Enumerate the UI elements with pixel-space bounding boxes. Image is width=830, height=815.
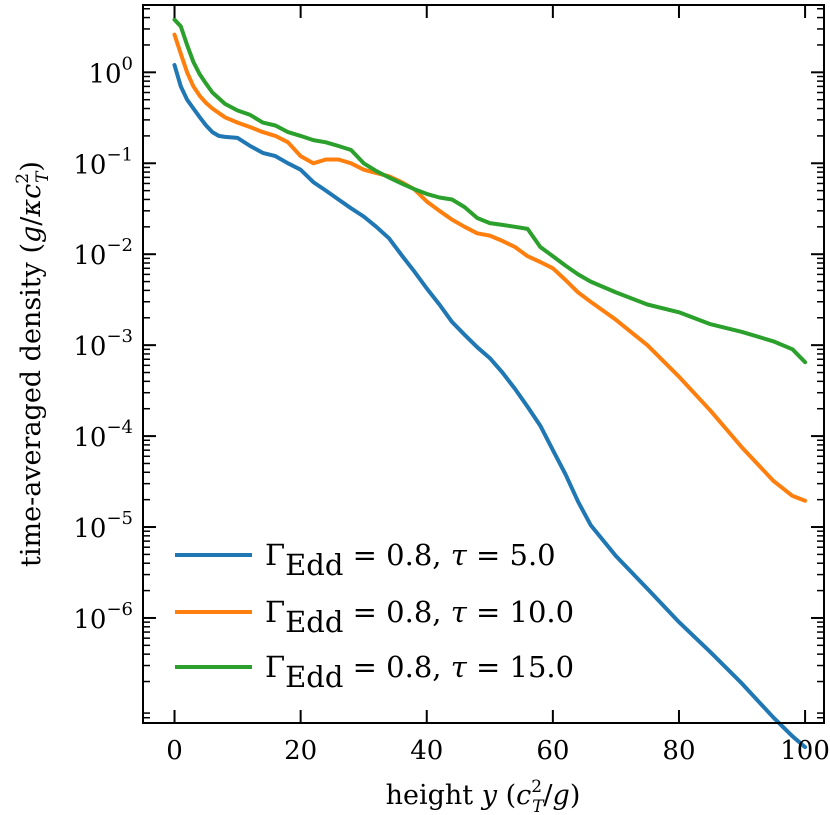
y-tick-label--1: 10−1 [73, 144, 133, 180]
tick-layer: 0 20 40 60 80 100 100 10−1 10−2 10−3 10−4 10−5 10−6 [73, 5, 830, 766]
legend: ΓEdd = 0.8, τ = 5.0 ΓEdd = 0.8, τ = 10.0 Γ… [175, 538, 574, 694]
y-tick-label-0: 100 [88, 53, 133, 89]
y-tick-label--4: 10−4 [73, 417, 133, 453]
legend-label-2: ΓEdd = 0.8, τ = 10.0 [265, 595, 574, 639]
series-layer [172, 17, 808, 750]
x-tick-label-40: 40 [410, 736, 443, 766]
x-axis-title: height y (c2 T/g) [386, 777, 581, 815]
x-tick-label-80: 80 [662, 736, 695, 766]
series-line-1 [172, 63, 808, 750]
series-line-2 [172, 32, 808, 503]
y-tick-label--2: 10−2 [73, 235, 133, 271]
x-tick-label-100: 100 [780, 736, 830, 766]
legend-label-1: ΓEdd = 0.8, τ = 5.0 [265, 538, 556, 582]
legend-label-3: ΓEdd = 0.8, τ = 15.0 [265, 650, 574, 694]
x-tick-label-60: 60 [536, 736, 569, 766]
y-axis-title: time-averaged density (g/κc2T) [13, 161, 53, 567]
series-line-3 [172, 17, 808, 365]
plot-frame [142, 4, 825, 724]
y-tick-label--6: 10−6 [73, 599, 133, 635]
x-tick-label-0: 0 [166, 736, 183, 766]
y-tick-label--5: 10−5 [73, 508, 133, 544]
y-tick-label--3: 10−3 [73, 326, 133, 362]
x-tick-label-20: 20 [284, 736, 317, 766]
